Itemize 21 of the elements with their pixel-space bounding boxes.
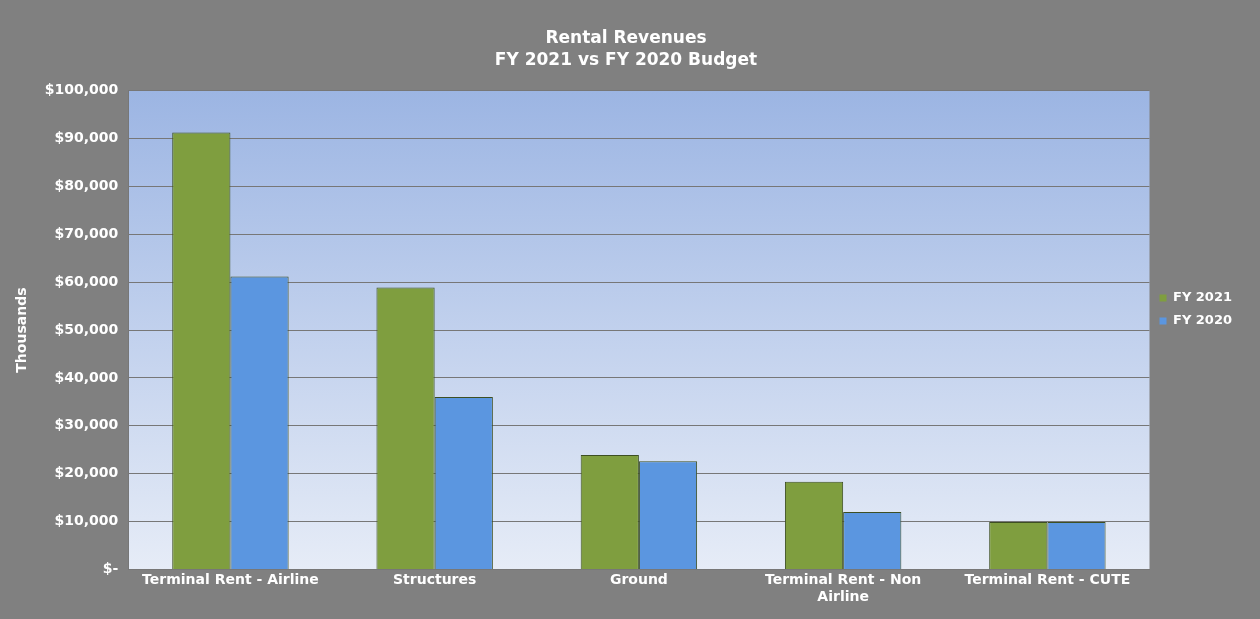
y-tick-label: $100,000	[44, 81, 119, 98]
y-tick-label: $-	[102, 560, 119, 577]
y-tick-label: $60,000	[54, 272, 119, 289]
y-tick-label: $30,000	[54, 416, 119, 433]
x-tick-label: Terminal Rent - Airline	[142, 571, 319, 588]
y-tick-label: $20,000	[54, 464, 119, 481]
x-tick-label: Terminal Rent - Non Airline	[764, 571, 922, 605]
y-tick-label: $90,000	[54, 129, 119, 146]
chart-subtitle: FY 2021 vs FY 2020 Budget	[494, 49, 758, 70]
legend-label: FY 2020	[1173, 312, 1233, 328]
legend-label: FY 2021	[1173, 289, 1233, 305]
y-tick-label: $50,000	[54, 320, 119, 337]
x-tick-label: Structures	[392, 571, 477, 588]
y-tick-label: $40,000	[54, 368, 119, 385]
y-tick-label: $80,000	[54, 177, 119, 194]
y-tick-label: $10,000	[54, 512, 119, 529]
x-tick-label: Ground	[609, 571, 668, 588]
y-tick-label: $70,000	[54, 225, 119, 242]
x-tick-label: Terminal Rent - CUTE	[964, 571, 1131, 588]
chart-title: Rental Revenues	[545, 26, 707, 47]
y-axis-title: Thousands	[13, 287, 30, 373]
